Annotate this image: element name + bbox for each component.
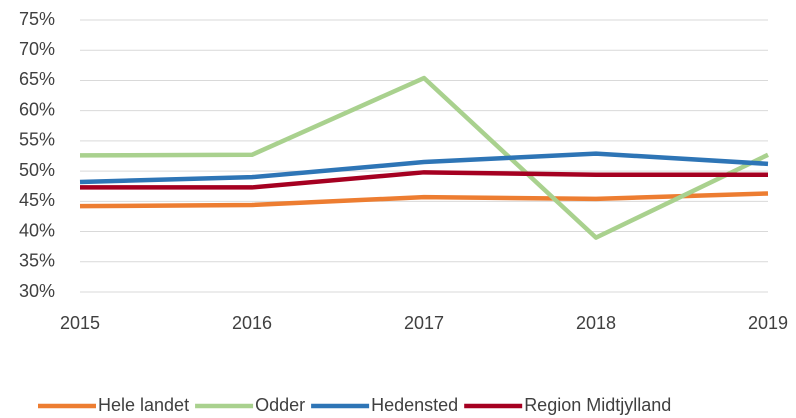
legend-label: Odder bbox=[255, 395, 305, 415]
y-tick-label: 35% bbox=[19, 251, 55, 271]
legend-label: Region Midtjylland bbox=[524, 395, 671, 415]
y-tick-label: 30% bbox=[19, 281, 55, 301]
y-tick-label: 70% bbox=[19, 39, 55, 59]
series-line bbox=[79, 191, 769, 209]
x-tick-label: 2015 bbox=[60, 313, 100, 333]
series-line bbox=[80, 170, 768, 190]
y-tick-label: 45% bbox=[19, 190, 55, 210]
x-tick-label: 2017 bbox=[404, 313, 444, 333]
series-line bbox=[79, 75, 769, 240]
x-tick-label: 2019 bbox=[748, 313, 788, 333]
x-tick-label: 2016 bbox=[232, 313, 272, 333]
x-tick-label: 2018 bbox=[576, 313, 616, 333]
y-tick-label: 55% bbox=[19, 130, 55, 150]
legend-label: Hedensted bbox=[371, 395, 458, 415]
series-line bbox=[79, 151, 769, 185]
y-tick-label: 65% bbox=[19, 69, 55, 89]
y-tick-label: 50% bbox=[19, 160, 55, 180]
y-tick-label: 40% bbox=[19, 220, 55, 240]
legend-label: Hele landet bbox=[98, 395, 189, 415]
y-tick-label: 60% bbox=[19, 99, 55, 119]
y-tick-label: 75% bbox=[19, 9, 55, 29]
